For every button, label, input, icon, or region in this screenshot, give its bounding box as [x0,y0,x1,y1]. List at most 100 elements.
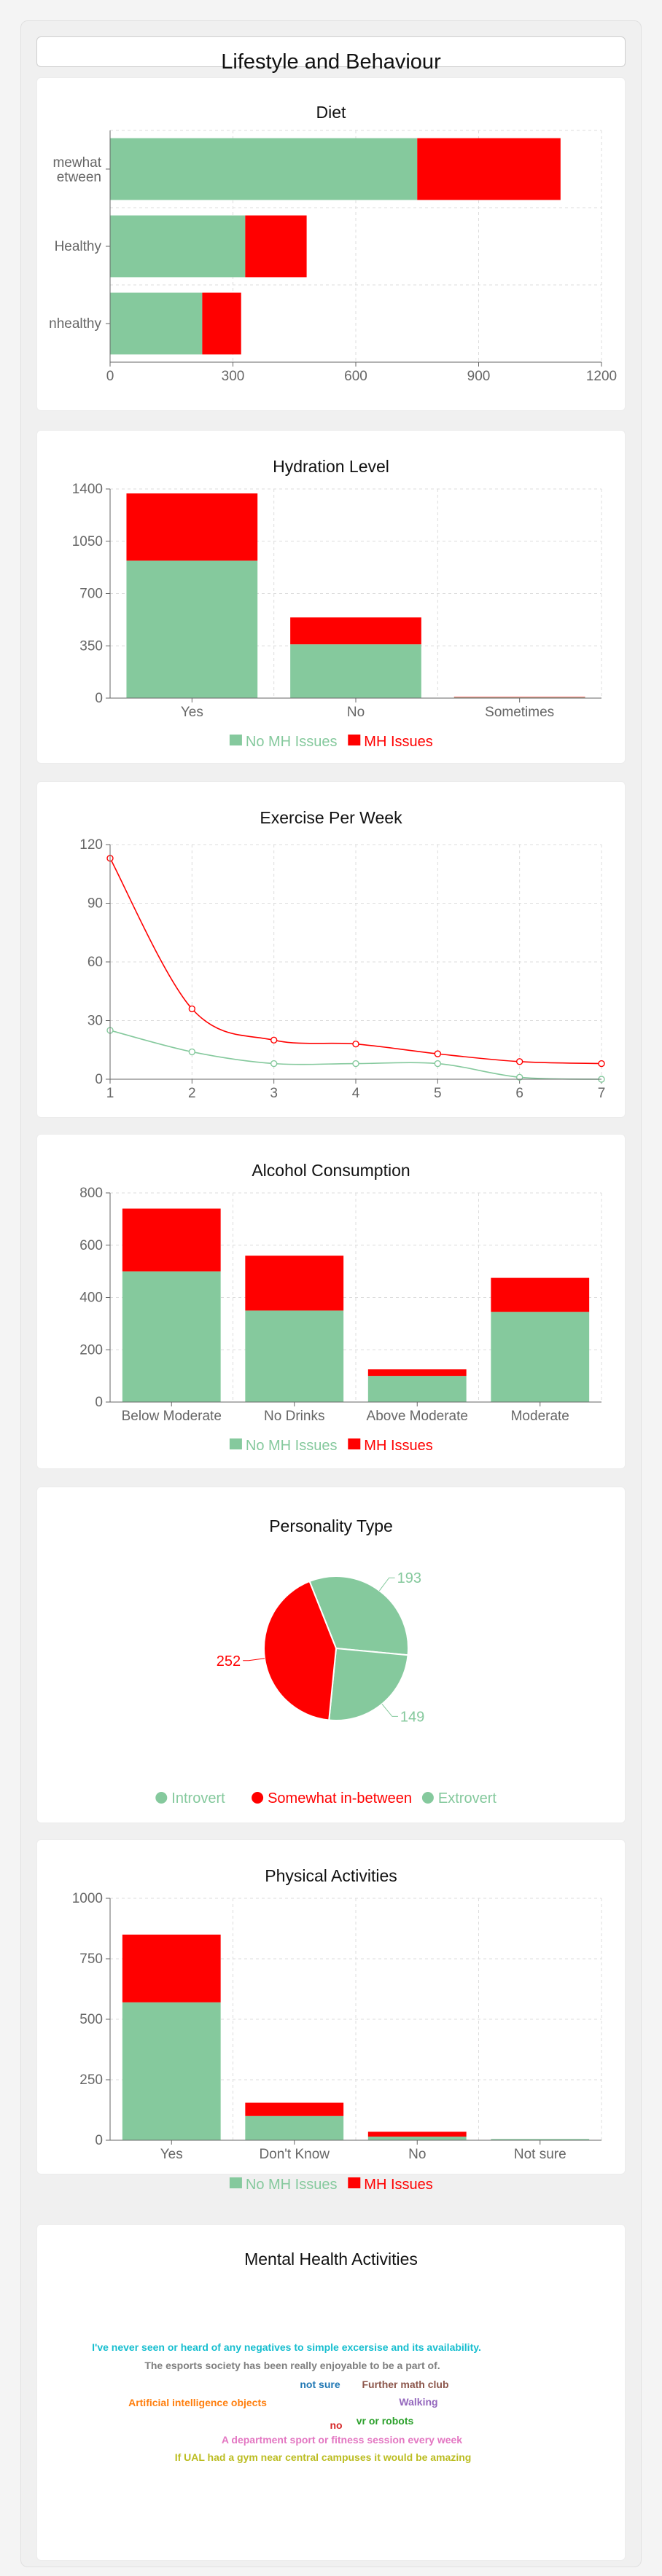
pie-label-line [243,1658,265,1661]
legend-marker-1 [252,1792,264,1804]
bar-mh [367,2131,467,2137]
y-tick-label: 500 [79,2012,103,2027]
bar-no-mh [491,2139,590,2140]
bar-no-mh [122,2002,221,2140]
hydration-card: Hydration Level 0 350 700 1050 1400 Yes No Some… [36,430,626,764]
x-tick-label: 7 [598,1086,606,1101]
x-tick-label: 5 [434,1086,442,1101]
y-tick-label: 250 [79,2072,103,2088]
hydration-title: Hydration Level [273,457,389,476]
legend-label-1: MH Issues [364,2177,432,2193]
pie-value-label: 149 [400,1709,424,1725]
pie-label-line [381,1704,398,1717]
diet-title: Diet [316,103,346,122]
y-tick-label: 0 [95,2133,103,2148]
personality-chart: 193 149 252 Introvert Somewhat in-between Ext… [155,1570,496,1806]
x-tick-label: 2 [188,1086,196,1101]
x-tick-label: Yes [181,705,203,720]
bar-no-mh [110,292,203,355]
y-tick-label: 0 [95,1395,103,1410]
x-tick-label: Above Moderate [367,1409,468,1424]
bar-no-mh [290,644,421,698]
word-cloud-item: vr or robots [357,2415,414,2427]
data-point [270,1036,278,1044]
bar-mh [290,617,421,645]
word-cloud-item: Artificial intelligence objects [128,2397,267,2408]
x-tick-label: 1200 [586,369,617,384]
word-cloud-item: A department sport or fitness session ev… [222,2434,462,2446]
legend-marker-0 [155,1792,168,1804]
word-cloud-item: Walking [399,2396,437,2408]
page-title: Lifestyle and Behaviour [221,50,441,74]
data-point [352,1060,359,1068]
bar-mh [202,292,241,355]
physical-title: Physical Activities [265,1866,397,1885]
y-tick-label: 800 [79,1186,103,1201]
bar-no-mh [491,1312,590,1402]
word-cloud-item: no [330,2419,342,2431]
bar-mh [122,1934,221,2003]
x-tick-label: Don't Know [259,2147,330,2162]
legend-label-2: Extrovert [438,1790,496,1806]
header-bar [36,36,626,67]
bar-no-mh [367,1376,467,1402]
word-cloud-item: The esports society has been really enjo… [144,2360,440,2371]
y-tick-label: 350 [79,638,103,654]
x-tick-label: 4 [352,1086,360,1101]
alcohol-chart: 0 200 400 600 800 Below Moderate No Drinks Abov… [79,1186,602,1454]
bar-no-mh [245,2115,344,2140]
x-tick-label: Moderate [511,1409,569,1424]
y-tick-label: 60 [87,955,103,970]
legend-label-0: No MH Issues [246,2177,338,2193]
pie-slice-extrovert [328,1647,409,1721]
word-cloud-item: Further math club [362,2379,448,2390]
y-tick-label: 0 [95,1072,103,1087]
x-tick-label: Below Moderate [122,1409,222,1424]
y-tick-label: 0 [95,691,103,706]
pie-slice-somewhat-in-between [263,1580,338,1721]
bar-mh [417,138,561,200]
bar-no-mh [367,2137,467,2140]
bar-mh [245,215,307,278]
x-tick-label: No [347,705,365,720]
legend-label-1: MH Issues [364,1438,432,1454]
pie-label-line [379,1577,395,1592]
x-tick-label: No Drinks [264,1409,324,1424]
y-tick-label: Healthy [55,239,102,254]
legend-marker-0 [229,2177,242,2188]
data-point [188,1005,196,1013]
legend-marker-1 [348,2177,361,2188]
x-tick-label: 3 [270,1086,278,1101]
x-tick-label: 900 [467,369,491,384]
bar-no-mh [126,560,258,698]
data-point [434,1060,442,1068]
data-point [270,1060,278,1068]
legend-label-1: MH Issues [364,734,432,750]
legend-marker-0 [229,735,242,745]
legend-label-0: No MH Issues [246,734,338,750]
legend-marker-0 [229,1438,242,1449]
diet-card: Diet 0 300 600 900 1200 mewhat etween Healthy nh… [36,77,626,411]
y-tick-label: 1050 [72,534,103,549]
bar-mh [245,1256,344,1311]
y-tick-label: 700 [79,587,103,602]
bar-no-mh [122,1271,221,1402]
x-tick-label: 300 [222,369,245,384]
y-tick-label: 1400 [72,482,103,497]
bar-mh [126,493,258,561]
data-point [434,1050,442,1057]
x-tick-label: 600 [344,369,367,384]
mental-health-card: Mental Health Activities I've never seen… [36,2224,626,2561]
legend-label-0: Introvert [171,1790,225,1806]
y-tick-label: 600 [79,1238,103,1253]
y-tick-label: 120 [79,837,103,853]
legend-label-1: Somewhat in-between [268,1790,412,1806]
bar-no-mh [110,138,418,200]
y-tick-label: nhealthy [49,316,101,332]
x-tick-label: Yes [160,2147,183,2162]
data-point [515,1073,523,1081]
personality-title: Personality Type [269,1516,393,1535]
y-tick-label: 90 [87,896,103,912]
exercise-title: Exercise Per Week [260,808,402,827]
